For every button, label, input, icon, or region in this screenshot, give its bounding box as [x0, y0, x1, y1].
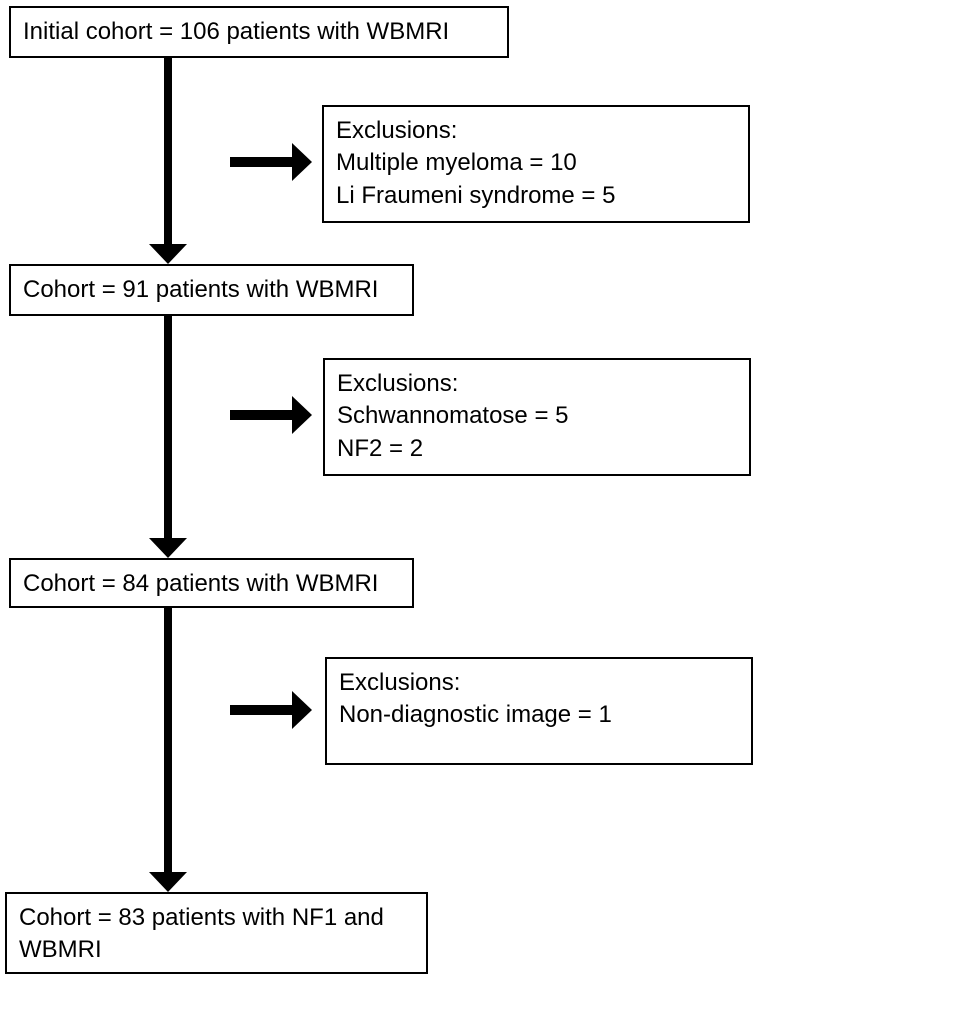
box-text-line: NF2 = 2	[337, 433, 737, 465]
box-text-line: Exclusions:	[337, 368, 737, 400]
box-text-line: Cohort = 83 patients with NF1 and	[19, 902, 414, 934]
box-text-line: Cohort = 91 patients with WBMRI	[23, 274, 400, 306]
exclusion-box: Exclusions:Schwannomatose = 5NF2 = 2	[323, 358, 751, 476]
arrow-right	[230, 396, 312, 434]
box-text-line: Exclusions:	[339, 667, 739, 699]
box-text-line: Cohort = 84 patients with WBMRI	[23, 568, 400, 600]
cohort-box: Cohort = 91 patients with WBMRI	[9, 264, 414, 316]
box-text-line: Li Fraumeni syndrome = 5	[336, 180, 736, 212]
box-text-line: Schwannomatose = 5	[337, 400, 737, 432]
box-text-line: Initial cohort = 106 patients with WBMRI	[23, 16, 495, 48]
cohort-box: Cohort = 83 patients with NF1 andWBMRI	[5, 892, 428, 974]
arrow-down	[149, 608, 187, 892]
box-text-line: Exclusions:	[336, 115, 736, 147]
arrow-down	[149, 316, 187, 558]
exclusion-box: Exclusions:Multiple myeloma = 10Li Fraum…	[322, 105, 750, 223]
box-text-line: WBMRI	[19, 934, 414, 966]
arrow-down	[149, 58, 187, 264]
cohort-box: Cohort = 84 patients with WBMRI	[9, 558, 414, 608]
arrow-right	[230, 143, 312, 181]
arrow-right	[230, 691, 312, 729]
box-text-line: Multiple myeloma = 10	[336, 147, 736, 179]
box-text-line: Non-diagnostic image = 1	[339, 699, 739, 731]
cohort-box: Initial cohort = 106 patients with WBMRI	[9, 6, 509, 58]
exclusion-box: Exclusions:Non-diagnostic image = 1	[325, 657, 753, 765]
flowchart-canvas: Initial cohort = 106 patients with WBMRI…	[0, 0, 970, 1023]
